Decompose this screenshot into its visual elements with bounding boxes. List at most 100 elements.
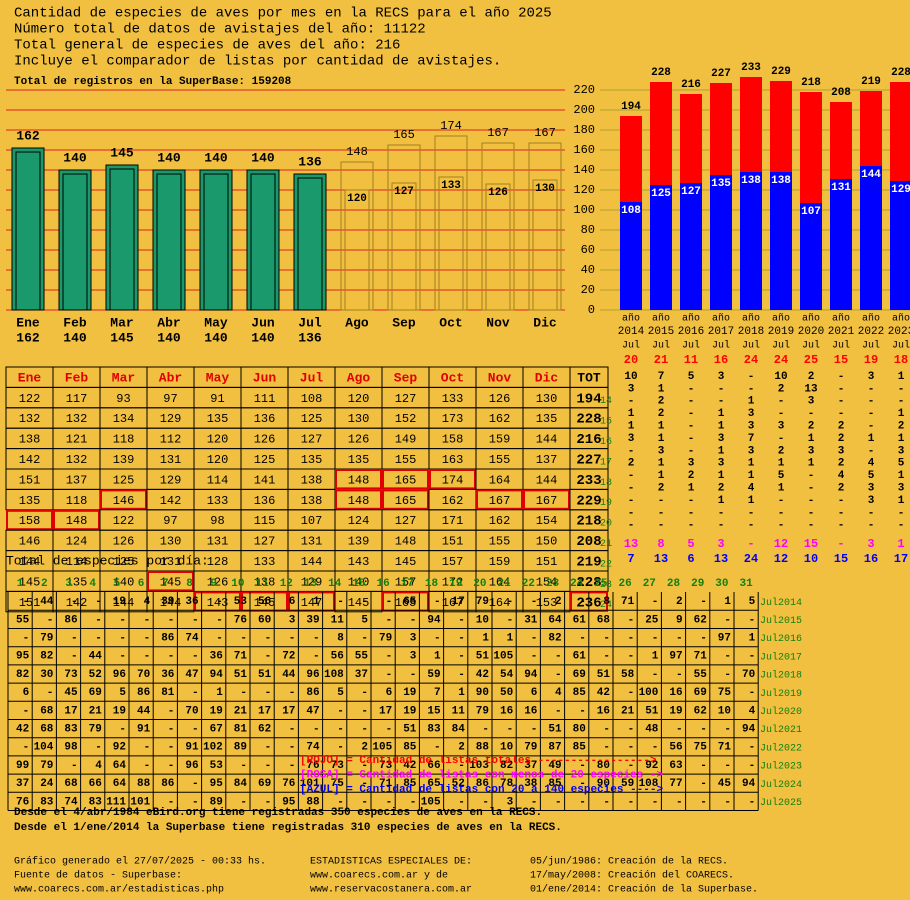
cell-value: 129 <box>160 473 182 487</box>
day-value: - <box>724 651 731 663</box>
row-year: 18 <box>600 478 612 489</box>
year-label: 2014 <box>618 326 645 338</box>
day-value: 30 <box>40 669 53 681</box>
detail-count: - <box>838 408 845 420</box>
min-label: 120 <box>347 193 367 205</box>
day-value: - <box>192 614 199 626</box>
detail-count: 2 <box>658 483 665 495</box>
day-value: - <box>289 742 296 754</box>
cell-value: 144 <box>160 596 182 610</box>
blue-count: 17 <box>894 552 908 566</box>
day-value: 101 <box>300 778 320 790</box>
day-value: 51 <box>234 669 248 681</box>
cell-value: 229 <box>576 493 601 509</box>
detail-count: - <box>838 520 845 532</box>
bar-label: 138 <box>741 175 761 187</box>
month-label: Jul <box>832 340 850 352</box>
day-value: - <box>47 614 54 626</box>
day-value: - <box>240 796 247 808</box>
cell-value: 126 <box>254 433 276 447</box>
cell-value: 152 <box>395 412 417 426</box>
detail-count: - <box>628 507 635 519</box>
day-value: - <box>361 596 368 608</box>
bar <box>199 169 233 311</box>
day-value: 71 <box>694 651 708 663</box>
day-value: - <box>482 796 489 808</box>
bar-label: 228 <box>891 67 910 79</box>
cell-value: 158 <box>442 433 464 447</box>
cell-value: 127 <box>301 433 323 447</box>
detail-count: 3 <box>718 458 725 470</box>
detail-count: 1 <box>718 495 725 507</box>
day-value: - <box>628 687 635 699</box>
max-label: 165 <box>393 128 415 142</box>
blue-count: 16 <box>864 552 878 566</box>
day-value: 52 <box>89 669 102 681</box>
cell-value: 219 <box>576 555 601 571</box>
day-value: - <box>240 687 247 699</box>
day-value: 76 <box>16 796 29 808</box>
day-value: - <box>313 651 320 663</box>
detail-count: 10 <box>774 371 787 383</box>
day-value: 51 <box>476 651 490 663</box>
day-value: 19 <box>403 687 416 699</box>
day-value: 55 <box>355 651 369 663</box>
detail-count: 2 <box>778 445 785 457</box>
day-value: - <box>724 760 731 772</box>
day-value: - <box>482 724 489 736</box>
x-tick-label: Dic <box>533 315 557 330</box>
min-bar <box>391 182 417 311</box>
day-value: 80 <box>597 760 610 772</box>
x-tick-label: Abr <box>157 315 180 330</box>
x-tick-label: Ene <box>16 315 40 330</box>
cell-value: 146 <box>113 494 135 508</box>
cell-value: 173 <box>442 412 464 426</box>
cell-value: 228 <box>576 412 601 428</box>
row-year: 22 <box>600 559 612 570</box>
bar-label: 127 <box>681 186 701 198</box>
day-value: - <box>507 724 514 736</box>
cell-value: 228 <box>576 575 601 591</box>
cell <box>335 469 382 490</box>
day-value: 84 <box>452 724 466 736</box>
day-value: - <box>386 796 393 808</box>
cell-value: 133 <box>207 494 229 508</box>
day-value: - <box>579 778 586 790</box>
cell-value: 135 <box>207 412 229 426</box>
day-value: 25 <box>645 614 659 626</box>
day-value: 69 <box>258 778 271 790</box>
day-header: 19 <box>449 578 462 590</box>
day-value: - <box>168 705 175 717</box>
day-value: 69 <box>89 687 102 699</box>
cell-value: 144 <box>301 555 323 569</box>
day-value: - <box>289 687 296 699</box>
cell <box>241 591 288 612</box>
day-value: 97 <box>718 633 731 645</box>
day-value: - <box>95 633 102 645</box>
day-value: - <box>265 651 272 663</box>
row-label: Jul2020 <box>760 706 802 718</box>
cell-value: 127 <box>254 535 276 549</box>
day-value: 95 <box>16 651 30 663</box>
x-tick-label: Ago <box>345 315 369 330</box>
cell-value: 171 <box>442 514 464 528</box>
detail-count: 1 <box>778 483 785 495</box>
month-label: Jul <box>652 340 670 352</box>
day-value: 17 <box>64 705 77 717</box>
red-count: 24 <box>774 353 788 367</box>
day-value: - <box>168 614 175 626</box>
day-value: 61 <box>573 614 587 626</box>
cell-value: 132 <box>19 412 41 426</box>
year-label: 2022 <box>858 326 884 338</box>
month-label: Jul <box>892 340 910 352</box>
day-value: 66 <box>427 760 440 772</box>
day-value: 4 <box>95 760 102 772</box>
day-value: - <box>700 633 707 645</box>
day-value: - <box>95 742 102 754</box>
day-value: 91 <box>137 724 151 736</box>
cell-value: 162 <box>442 494 464 508</box>
cell-value: 120 <box>207 433 229 447</box>
day-value: 56 <box>258 596 271 608</box>
cell-value: 155 <box>489 453 511 467</box>
day-value: 19 <box>403 705 416 717</box>
